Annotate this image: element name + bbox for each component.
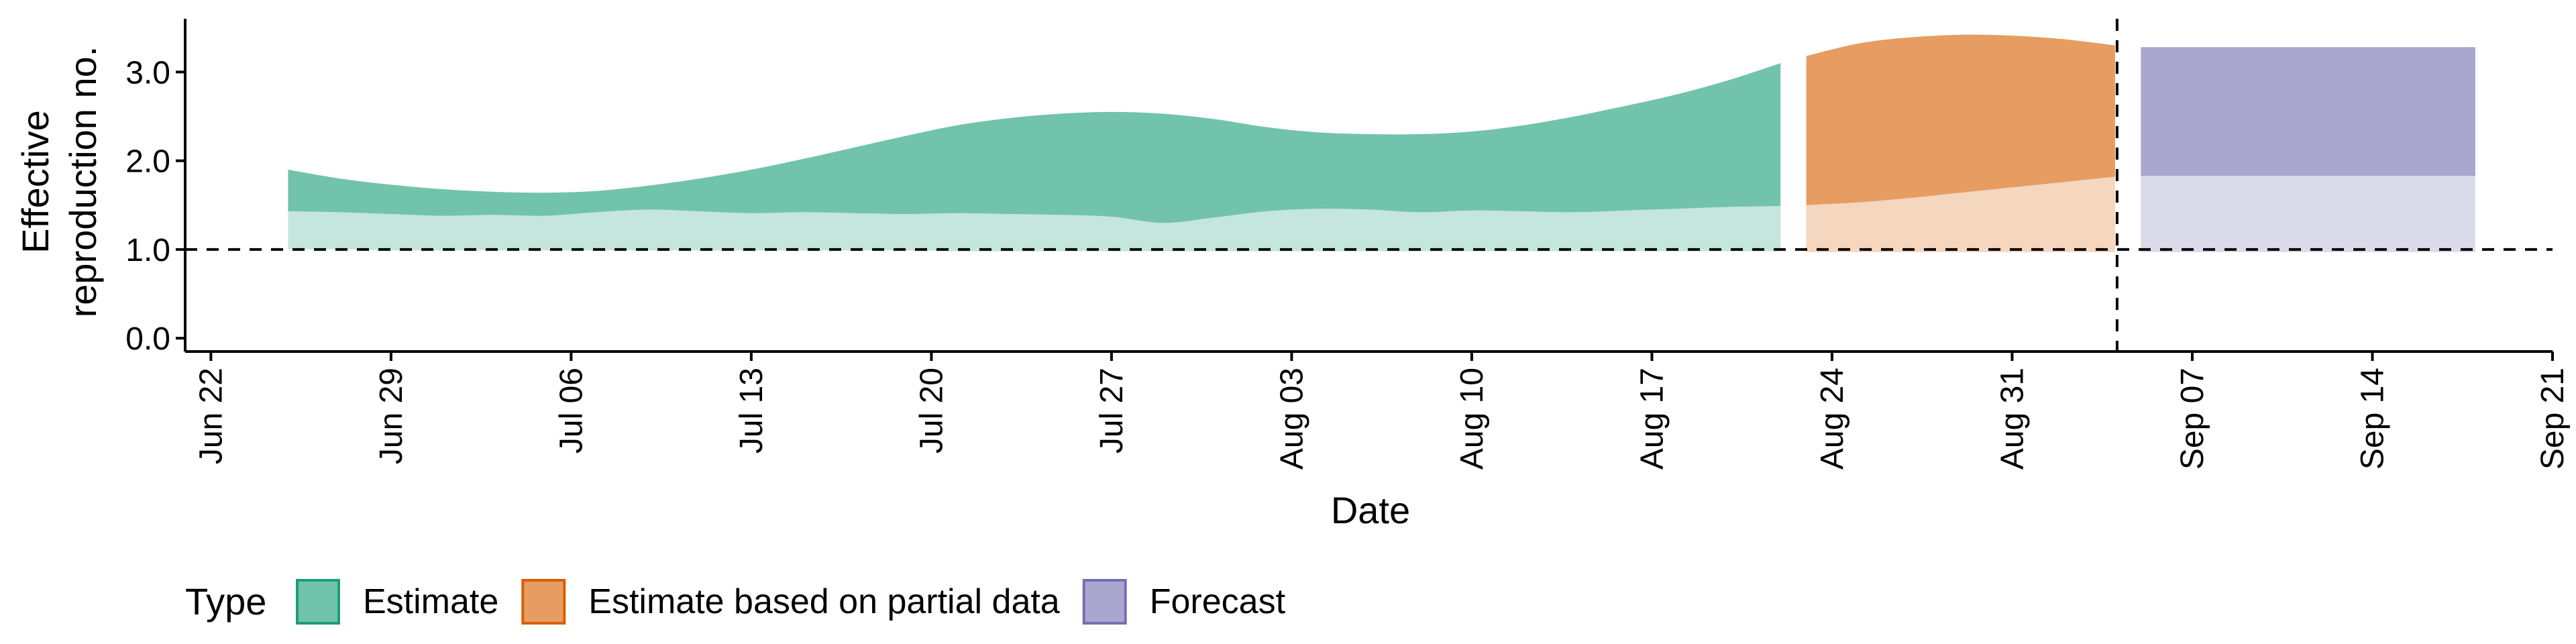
band-upper-estimate-based-on-partial-data	[1806, 34, 2115, 205]
x-tick-label: Sep 14	[2355, 368, 2390, 470]
legend-swatch-estimate-based-on-partial-data	[521, 579, 566, 625]
legend-label-estimate-based-on-partial-data: Estimate based on partial data	[588, 582, 1060, 621]
y-axis-label-line-2: reproduction no.	[62, 46, 104, 318]
band-lower-estimate-based-on-partial-data	[1806, 176, 2115, 252]
y-tick-label: 1.0	[125, 233, 170, 268]
legend-swatch-estimate	[296, 579, 340, 625]
x-tick-label: Jul 20	[914, 368, 949, 453]
band-upper-forecast	[2141, 47, 2475, 176]
x-axis: Jun 22 Jun 29 Jul 06 Jul 13 Jul 20 Jul 27 Aug …	[185, 350, 2571, 470]
series-bands	[288, 34, 2475, 252]
x-tick-label: Jun 22	[193, 368, 229, 464]
x-tick-label: Sep 21	[2535, 368, 2571, 470]
band-lower-estimate	[288, 206, 1781, 252]
legend-swatch-forecast	[1082, 579, 1127, 625]
x-tick-label: Jul 27	[1094, 368, 1130, 453]
x-tick-label: Jun 29	[374, 368, 409, 464]
x-tick-label: Aug 31	[1994, 368, 2030, 470]
x-axis-label: Date	[1331, 489, 1410, 531]
y-tick-label: 3.0	[125, 55, 170, 91]
y-axis-label-line-1: Effective	[14, 110, 56, 254]
y-tick-label: 0.0	[125, 321, 170, 357]
legend-title: Type	[185, 580, 266, 623]
band-lower-forecast	[2141, 176, 2475, 252]
x-tick-label: Aug 24	[1815, 368, 1850, 470]
legend: Type Estimate Estimate based on partial da…	[185, 579, 1286, 625]
x-tick-label: Jul 06	[553, 368, 589, 453]
legend-label-forecast: Forecast	[1150, 582, 1286, 621]
y-tick-label: 2.0	[125, 144, 170, 180]
x-tick-label: Jul 13	[734, 368, 769, 453]
band-upper-estimate	[288, 63, 1781, 223]
y-axis: 0.0 1.0 2.0 3.0	[125, 19, 186, 357]
x-tick-label: Aug 10	[1454, 368, 1490, 470]
legend-label-estimate: Estimate	[363, 582, 498, 621]
x-tick-label: Aug 03	[1274, 368, 1309, 470]
x-tick-label: Sep 07	[2175, 368, 2210, 470]
x-tick-label: Aug 17	[1634, 368, 1670, 470]
